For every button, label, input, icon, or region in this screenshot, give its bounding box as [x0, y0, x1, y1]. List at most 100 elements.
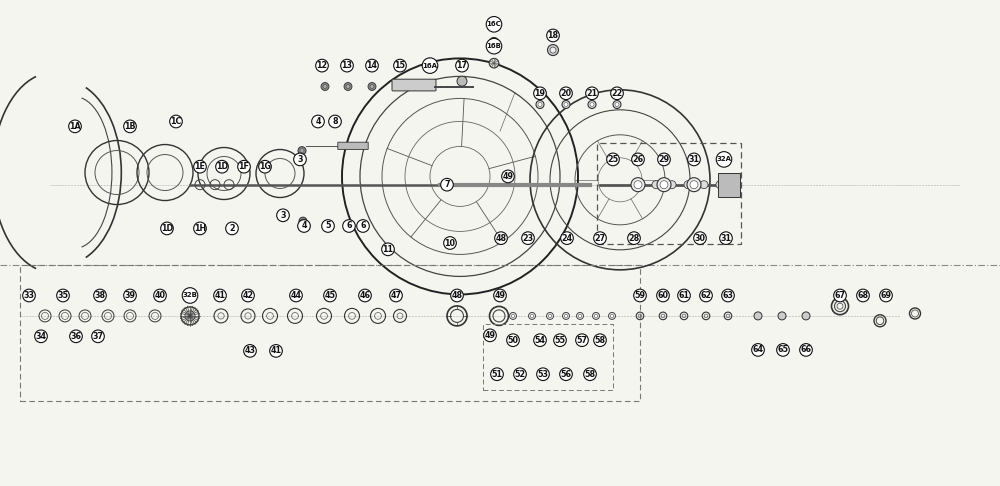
Circle shape	[534, 87, 546, 100]
Circle shape	[301, 219, 305, 223]
Circle shape	[182, 288, 198, 303]
Circle shape	[322, 220, 334, 232]
Circle shape	[384, 244, 392, 252]
Circle shape	[576, 312, 584, 319]
Circle shape	[23, 289, 35, 302]
Circle shape	[491, 368, 503, 381]
Text: 68: 68	[857, 291, 869, 300]
Circle shape	[494, 289, 506, 302]
Circle shape	[270, 345, 282, 357]
Circle shape	[214, 289, 226, 302]
Circle shape	[880, 289, 892, 302]
Circle shape	[361, 224, 365, 228]
Circle shape	[382, 243, 394, 256]
Text: 49: 49	[494, 291, 506, 300]
Text: 53: 53	[538, 370, 549, 379]
Circle shape	[486, 17, 502, 32]
Circle shape	[341, 59, 353, 72]
Circle shape	[578, 314, 582, 317]
Circle shape	[456, 59, 468, 72]
Circle shape	[632, 153, 644, 166]
Text: 57: 57	[576, 336, 587, 345]
Text: 69: 69	[881, 291, 892, 300]
Circle shape	[290, 289, 302, 302]
Circle shape	[800, 344, 812, 356]
Text: 7: 7	[444, 180, 450, 189]
Circle shape	[124, 289, 136, 302]
Text: 40: 40	[154, 291, 166, 300]
Circle shape	[752, 344, 764, 356]
Circle shape	[390, 289, 402, 302]
Text: 49: 49	[485, 331, 496, 340]
Circle shape	[507, 334, 519, 347]
Circle shape	[802, 312, 810, 320]
Circle shape	[594, 232, 606, 244]
FancyBboxPatch shape	[718, 173, 740, 197]
Circle shape	[608, 312, 616, 319]
Circle shape	[484, 329, 496, 342]
Circle shape	[754, 312, 762, 320]
Circle shape	[316, 59, 328, 72]
Circle shape	[607, 153, 619, 166]
Text: 10: 10	[444, 239, 456, 247]
Circle shape	[345, 224, 349, 228]
Circle shape	[323, 85, 327, 88]
Text: 6: 6	[346, 222, 352, 230]
Text: 31: 31	[720, 234, 732, 243]
Circle shape	[678, 289, 690, 302]
Circle shape	[594, 334, 606, 347]
Circle shape	[92, 330, 104, 343]
Text: 39: 39	[124, 291, 136, 300]
Text: 43: 43	[244, 347, 256, 355]
Circle shape	[857, 289, 869, 302]
Text: 16B: 16B	[487, 43, 501, 49]
Circle shape	[312, 115, 324, 128]
Circle shape	[716, 181, 724, 189]
Circle shape	[344, 83, 352, 90]
Circle shape	[834, 289, 846, 302]
Circle shape	[124, 120, 136, 133]
Circle shape	[722, 289, 734, 302]
Text: 46: 46	[360, 291, 370, 300]
Text: 41: 41	[215, 291, 226, 300]
Circle shape	[194, 222, 206, 235]
Circle shape	[216, 160, 228, 173]
Text: 15: 15	[394, 61, 406, 70]
Text: 2: 2	[229, 224, 235, 233]
Circle shape	[321, 83, 329, 90]
Circle shape	[576, 334, 588, 347]
Circle shape	[537, 368, 549, 381]
Circle shape	[668, 181, 676, 189]
Circle shape	[328, 224, 332, 228]
Circle shape	[324, 289, 336, 302]
Circle shape	[536, 101, 544, 108]
Circle shape	[35, 330, 47, 343]
Circle shape	[777, 344, 789, 356]
Text: 54: 54	[534, 336, 546, 345]
Text: 29: 29	[658, 155, 670, 164]
Circle shape	[277, 209, 289, 222]
Text: 26: 26	[632, 155, 644, 164]
Circle shape	[628, 232, 640, 244]
Text: 8: 8	[332, 117, 338, 126]
Text: 32B: 32B	[183, 293, 197, 298]
Text: 12: 12	[316, 61, 328, 70]
Text: 50: 50	[508, 336, 518, 345]
Text: 61: 61	[679, 291, 690, 300]
Text: 44: 44	[290, 291, 302, 300]
Text: 59: 59	[635, 291, 646, 300]
Text: 1D: 1D	[161, 224, 173, 233]
Circle shape	[370, 85, 374, 88]
Circle shape	[446, 239, 454, 247]
Circle shape	[299, 217, 307, 225]
Circle shape	[657, 178, 671, 191]
Circle shape	[631, 178, 645, 191]
Text: 1A: 1A	[69, 122, 81, 131]
Text: 1C: 1C	[170, 117, 182, 126]
Text: 35: 35	[58, 291, 68, 300]
Circle shape	[720, 232, 732, 244]
Circle shape	[560, 368, 572, 381]
Circle shape	[594, 314, 598, 317]
Text: 42: 42	[242, 291, 254, 300]
Text: 17: 17	[456, 61, 468, 70]
